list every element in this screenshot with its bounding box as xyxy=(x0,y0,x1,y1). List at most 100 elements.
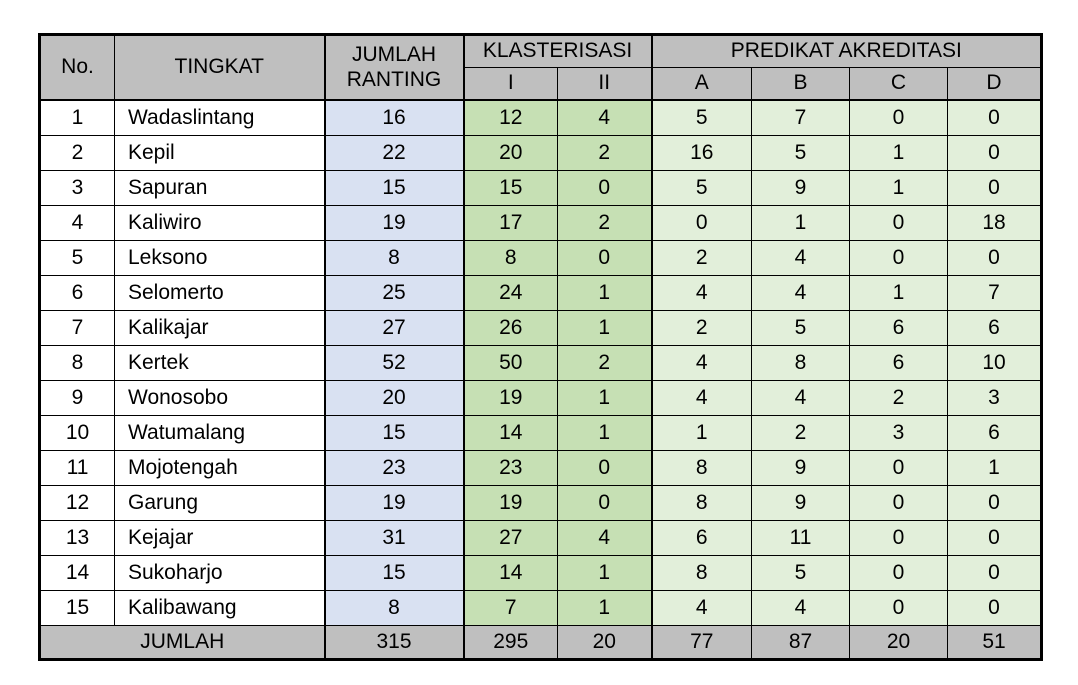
total-predikat-b: 87 xyxy=(751,624,851,660)
total-predikat-c: 20 xyxy=(849,624,949,660)
table-row: 11 Mojotengah 23 23 0 8 9 0 1 xyxy=(39,449,1043,486)
cell-predikat-c: 2 xyxy=(849,379,949,416)
cell-klaster-1: 24 xyxy=(463,274,558,311)
cell-predikat-b: 9 xyxy=(751,449,851,486)
header-row-groups: No. TINGKAT JUMLAH RANTING KLASTERISASI … xyxy=(39,34,1043,101)
table-row: 8 Kertek 52 50 2 4 8 6 10 xyxy=(39,344,1043,381)
cell-predikat-a: 2 xyxy=(651,309,753,346)
cell-tingkat: Mojotengah xyxy=(114,449,326,486)
cell-predikat-b: 1 xyxy=(751,204,851,241)
column-group-klasterisasi: KLASTERISASI xyxy=(462,34,653,68)
cell-jumlah-ranting: 15 xyxy=(324,169,465,206)
cell-no: 2 xyxy=(39,134,115,171)
table-row: 14 Sukoharjo 15 14 1 8 5 0 0 xyxy=(39,554,1043,591)
cell-jumlah-ranting: 23 xyxy=(324,449,465,486)
cell-predikat-a: 16 xyxy=(651,134,753,171)
cell-predikat-d: 6 xyxy=(947,309,1043,346)
cell-predikat-d: 18 xyxy=(947,204,1043,241)
column-header-no: No. xyxy=(39,34,115,101)
cell-jumlah-ranting: 19 xyxy=(324,204,465,241)
table-row: 12 Garung 19 19 0 8 9 0 0 xyxy=(39,484,1043,521)
table-body: 1 Wadaslintang 16 12 4 5 7 0 0 2 Kepil 2… xyxy=(39,99,1043,626)
cell-jumlah-ranting: 25 xyxy=(324,274,465,311)
cell-tingkat: Watumalang xyxy=(114,414,326,451)
cell-predikat-d: 0 xyxy=(947,484,1043,521)
cell-jumlah-ranting: 19 xyxy=(324,484,465,521)
cell-no: 1 xyxy=(39,99,115,136)
cell-predikat-c: 0 xyxy=(849,239,949,276)
cell-predikat-d: 0 xyxy=(947,239,1043,276)
cell-klaster-2: 1 xyxy=(556,274,653,311)
table-row: 9 Wonosobo 20 19 1 4 4 2 3 xyxy=(39,379,1043,416)
column-group-predikat-akreditasi: PREDIKAT AKREDITASI xyxy=(651,34,1043,68)
cell-tingkat: Kaliwiro xyxy=(114,204,326,241)
cell-no: 7 xyxy=(39,309,115,346)
cell-predikat-b: 5 xyxy=(751,309,851,346)
table-row: 10 Watumalang 15 14 1 1 2 3 6 xyxy=(39,414,1043,451)
cell-predikat-a: 8 xyxy=(651,449,753,486)
table-row: 6 Selomerto 25 24 1 4 4 1 7 xyxy=(39,274,1043,311)
cell-predikat-a: 0 xyxy=(651,204,753,241)
total-klaster-1: 295 xyxy=(463,624,558,660)
cell-predikat-d: 0 xyxy=(947,519,1043,556)
total-predikat-a: 77 xyxy=(651,624,753,660)
cell-predikat-c: 6 xyxy=(849,309,949,346)
total-label: JUMLAH xyxy=(39,624,326,660)
column-header-predikat-b: B xyxy=(751,67,851,101)
total-klaster-2: 20 xyxy=(556,624,653,660)
cell-klaster-2: 1 xyxy=(556,379,653,416)
cell-klaster-1: 23 xyxy=(463,449,558,486)
accreditation-table-container: No. TINGKAT JUMLAH RANTING KLASTERISASI … xyxy=(38,33,1044,661)
cell-klaster-2: 4 xyxy=(556,519,653,556)
cell-predikat-b: 7 xyxy=(751,99,851,136)
cell-predikat-b: 11 xyxy=(751,519,851,556)
cell-no: 15 xyxy=(39,589,115,626)
cell-predikat-d: 7 xyxy=(947,274,1043,311)
cell-predikat-a: 2 xyxy=(651,239,753,276)
column-header-predikat-d: D xyxy=(947,67,1043,101)
cell-predikat-b: 4 xyxy=(751,274,851,311)
cell-tingkat: Sukoharjo xyxy=(114,554,326,591)
cell-klaster-2: 0 xyxy=(556,449,653,486)
cell-no: 8 xyxy=(39,344,115,381)
cell-no: 4 xyxy=(39,204,115,241)
column-header-predikat-a: A xyxy=(651,67,753,101)
table-header: No. TINGKAT JUMLAH RANTING KLASTERISASI … xyxy=(39,34,1043,101)
table-row: 4 Kaliwiro 19 17 2 0 1 0 18 xyxy=(39,204,1043,241)
cell-klaster-1: 19 xyxy=(463,379,558,416)
table-row: 7 Kalikajar 27 26 1 2 5 6 6 xyxy=(39,309,1043,346)
cell-no: 5 xyxy=(39,239,115,276)
cell-predikat-d: 0 xyxy=(947,134,1043,171)
cell-jumlah-ranting: 15 xyxy=(324,414,465,451)
cell-predikat-a: 8 xyxy=(651,554,753,591)
cell-predikat-c: 0 xyxy=(849,449,949,486)
cell-klaster-2: 4 xyxy=(556,99,653,136)
cell-predikat-c: 1 xyxy=(849,274,949,311)
cell-klaster-1: 8 xyxy=(463,239,558,276)
cell-klaster-1: 14 xyxy=(463,414,558,451)
cell-predikat-b: 2 xyxy=(751,414,851,451)
cell-predikat-a: 1 xyxy=(651,414,753,451)
cell-predikat-b: 8 xyxy=(751,344,851,381)
cell-jumlah-ranting: 15 xyxy=(324,554,465,591)
cell-predikat-a: 4 xyxy=(651,589,753,626)
column-header-klaster-1: I xyxy=(463,67,558,101)
cell-predikat-a: 4 xyxy=(651,344,753,381)
total-row: JUMLAH 315 295 20 77 87 20 51 xyxy=(39,624,1043,660)
column-header-jumlah-ranting: JUMLAH RANTING xyxy=(324,34,465,101)
table-row: 2 Kepil 22 20 2 16 5 1 0 xyxy=(39,134,1043,171)
cell-predikat-b: 5 xyxy=(751,554,851,591)
header-row-subcolumns: I II A B C D xyxy=(40,67,1043,101)
cell-tingkat: Wonosobo xyxy=(114,379,326,416)
cell-jumlah-ranting: 31 xyxy=(324,519,465,556)
cell-tingkat: Leksono xyxy=(114,239,326,276)
cell-predikat-a: 4 xyxy=(651,274,753,311)
cell-tingkat: Sapuran xyxy=(114,169,326,206)
cell-predikat-b: 5 xyxy=(751,134,851,171)
cell-predikat-d: 0 xyxy=(947,589,1043,626)
cell-tingkat: Kepil xyxy=(114,134,326,171)
cell-predikat-a: 5 xyxy=(651,169,753,206)
cell-no: 14 xyxy=(39,554,115,591)
cell-klaster-1: 19 xyxy=(463,484,558,521)
cell-tingkat: Kejajar xyxy=(114,519,326,556)
